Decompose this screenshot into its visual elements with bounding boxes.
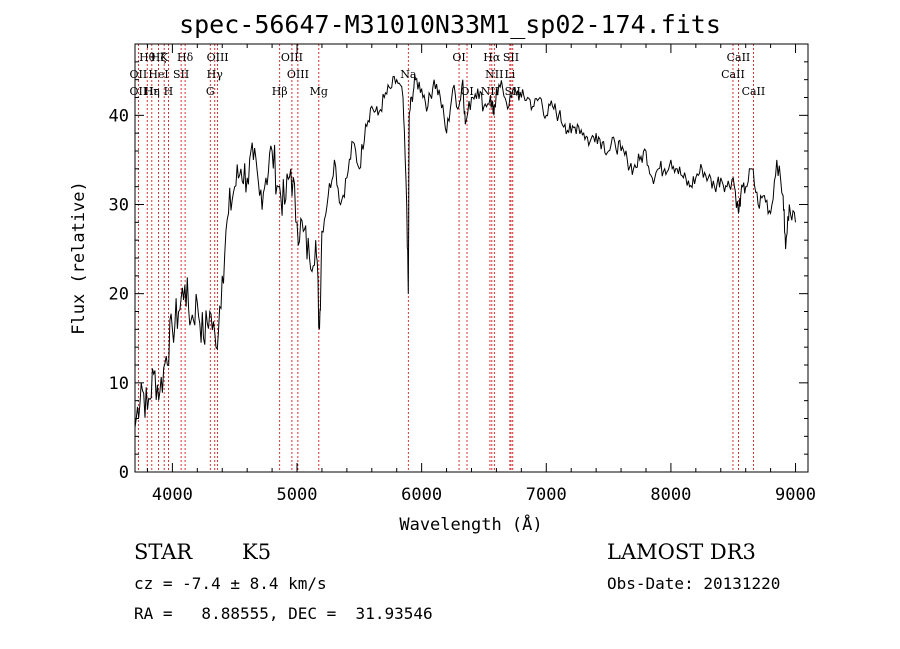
line-marker-label: CaII [727,51,751,64]
line-marker-label: Hα [483,51,501,64]
line-marker-label: OIII [287,68,309,81]
x-tick-label: 9000 [775,485,816,505]
spectral-line-markers [137,44,754,472]
line-marker-label: OI [452,51,465,64]
y-tick-label: 30 [109,196,129,216]
line-marker-label: HeI [148,68,168,81]
y-axis-label: Flux (relative) [69,181,89,335]
spectrum-line [134,74,796,428]
line-marker-label: Li [504,68,515,81]
line-marker-label: Na [400,68,417,81]
line-marker-label: CaII [721,68,745,81]
x-tick-label: 5000 [277,485,318,505]
line-marker-label: H [164,85,174,98]
line-marker-label: G [206,85,215,98]
line-marker-label: Hζ [151,51,167,64]
x-tick-label: 7000 [526,485,567,505]
line-marker-label: Hθ [139,51,156,64]
y-axis-ticks: 0 10 20 30 40 [109,61,808,483]
y-tick-label: 20 [109,285,129,305]
line-marker-label: Mg [310,85,328,98]
line-marker-label: NII [485,68,503,81]
line-marker-label: K [160,51,169,64]
x-axis-label: Wavelength (Å) [399,513,542,535]
line-marker-label: SII [505,85,521,98]
y-tick-label: 0 [119,463,129,483]
x-tick-label: 4000 [152,485,193,505]
line-marker-label: CaII [742,85,766,98]
coordinates: RA = 8.88555, DEC = 31.93546 [134,604,433,623]
redshift-velocity: cz = -7.4 ± 8.4 km/s [134,574,327,593]
plot-frame [134,43,809,473]
x-tick-label: 6000 [401,485,442,505]
line-marker-label: SII [173,68,189,81]
line-marker-label: NII [481,85,499,98]
chart-title: spec-56647-M31010N33M1_sp02-174.fits [179,10,721,39]
line-marker-label: OIII [281,51,303,64]
x-axis-ticks: 4000 5000 6000 7000 8000 9000 [146,44,816,505]
line-marker-label: OII [130,85,148,98]
line-marker-label: Hη [144,85,160,98]
y-tick-label: 10 [109,374,129,394]
line-marker-label: Hδ [177,51,194,64]
x-tick-label: 8000 [650,485,691,505]
line-marker-label: Hγ [207,68,224,81]
object-class: STAR [134,540,193,564]
object-subclass: K5 [242,540,272,564]
observation-date: Obs-Date: 20131220 [607,574,781,593]
line-marker-label: Hβ [272,85,288,98]
line-marker-label: SII [503,51,519,64]
y-tick-label: 40 [109,106,129,126]
line-marker-label: OI [460,85,473,98]
survey-name: LAMOST DR3 [607,540,756,564]
line-marker-label: OII [130,68,148,81]
line-marker-label: Hε [144,85,160,98]
line-marker-label: OIII [207,51,229,64]
